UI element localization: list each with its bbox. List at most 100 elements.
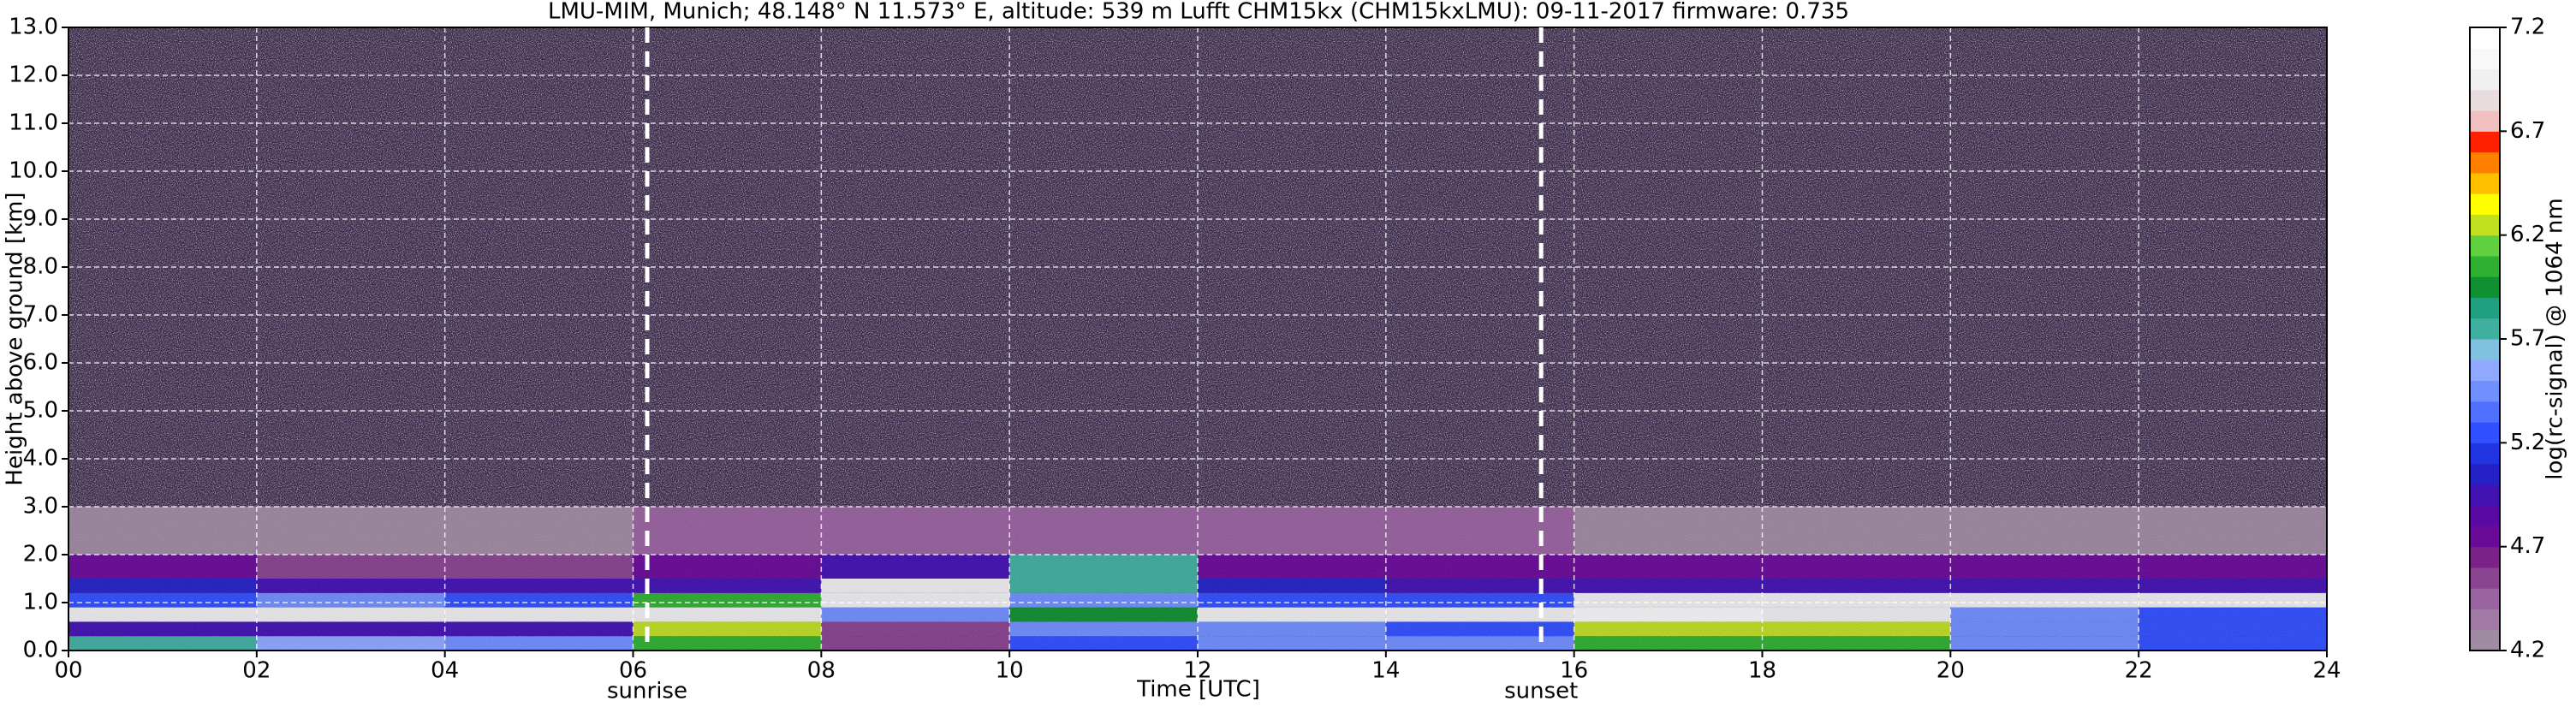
heatmap-cell — [2139, 579, 2327, 593]
y-tick-label: 3.0 — [23, 494, 58, 520]
heatmap-cell — [68, 507, 257, 555]
heatmap-cell — [1762, 555, 1951, 579]
x-tick-label: 12 — [1183, 658, 1211, 684]
colorbar-swatch — [2470, 276, 2500, 298]
y-tick-label: 12.0 — [9, 62, 58, 88]
y-tick-label: 8.0 — [23, 254, 58, 280]
colorbar-swatch — [2470, 255, 2500, 277]
heatmap-cell — [633, 507, 822, 555]
heatmap-cell — [2139, 555, 2327, 579]
heatmap-cell — [1762, 592, 1951, 608]
heatmap-cell — [1385, 555, 1574, 579]
heatmap-cell — [444, 507, 634, 555]
heatmap-cell — [1574, 607, 1763, 622]
heatmap-cell — [2139, 507, 2327, 555]
y-tick-label: 9.0 — [23, 206, 58, 232]
colorbar-swatch — [2470, 27, 2500, 49]
heatmap-cell — [256, 621, 445, 637]
heatmap-cell — [821, 592, 1010, 608]
heatmap-cell — [1198, 555, 1386, 579]
heatmap-cell — [68, 579, 257, 593]
heatmap-cell — [1574, 636, 1763, 651]
heatmap-cell — [1385, 507, 1574, 555]
heatmap-cell — [1762, 579, 1951, 593]
colorbar-swatch — [2470, 380, 2500, 402]
x-tick-label: 14 — [1371, 658, 1400, 684]
colorbar-swatch — [2470, 318, 2500, 340]
colorbar-swatch — [2470, 359, 2500, 382]
heatmap-cell — [1198, 592, 1386, 608]
heatmap-cell — [2139, 636, 2327, 651]
heatmap-cell — [444, 555, 634, 579]
heatmap-cell — [68, 621, 257, 637]
colorbar-tick-label: 6.2 — [2510, 222, 2545, 247]
y-tick-label: 7.0 — [23, 302, 58, 328]
heatmap-cell — [1198, 507, 1386, 555]
heatmap-cell — [68, 636, 257, 651]
heatmap-cell — [256, 636, 445, 651]
heatmap-cell — [1009, 636, 1198, 651]
heatmap-cell — [256, 607, 445, 622]
heatmap-cell — [444, 592, 634, 608]
x-tick-label: 16 — [1560, 658, 1588, 684]
x-tick-label: 06 — [619, 658, 647, 684]
x-axis-label: Time [UTC] — [1136, 677, 1260, 703]
x-tick-label: 22 — [2125, 658, 2153, 684]
colorbar-swatch — [2470, 484, 2500, 506]
heatmap-cell — [821, 507, 1010, 555]
colorbar-swatch — [2470, 443, 2500, 465]
heatmap-cell — [821, 607, 1010, 622]
heatmap-cell — [1574, 621, 1763, 637]
x-tick-label: 02 — [242, 658, 271, 684]
colorbar-swatch — [2470, 629, 2500, 651]
y-tick-label: 0.0 — [23, 638, 58, 663]
heatmap-cell — [1950, 555, 2139, 579]
colorbar-swatch — [2470, 89, 2500, 111]
heatmap-cell — [68, 592, 257, 608]
colorbar-tick-label: 5.7 — [2510, 326, 2545, 352]
heatmap-cell — [1385, 607, 1574, 622]
heatmap-cell — [1009, 507, 1198, 555]
heatmap-cell — [256, 507, 445, 555]
x-tick-label: 18 — [1748, 658, 1776, 684]
event-label: sunrise — [607, 679, 687, 704]
x-tick-label: 04 — [431, 658, 459, 684]
heatmap-cell — [2139, 621, 2327, 637]
plot-frame — [68, 27, 2328, 651]
colorbar-swatch — [2470, 48, 2500, 70]
y-tick-label: 2.0 — [23, 542, 58, 567]
heatmap-cell — [444, 579, 634, 593]
colorbar-tick-label: 5.2 — [2510, 430, 2545, 455]
heatmap-cell — [1950, 507, 2139, 555]
colorbar-swatch — [2470, 609, 2500, 631]
heatmap-cell — [1385, 621, 1574, 637]
heatmap-cell — [1950, 579, 2139, 593]
y-tick-label: 13.0 — [9, 15, 58, 40]
heatmap-cell — [1950, 607, 2139, 622]
x-tick-label: 00 — [54, 658, 82, 684]
x-tick-label: 24 — [2312, 658, 2341, 684]
event-label: sunset — [1504, 679, 1578, 704]
colorbar-tick-label: 7.2 — [2510, 15, 2545, 40]
y-tick-label: 4.0 — [23, 446, 58, 472]
heatmap-cell — [444, 607, 634, 622]
heatmap-cell — [1198, 607, 1386, 622]
colorbar-tick-label: 6.7 — [2510, 118, 2545, 144]
colorbar-swatch — [2470, 463, 2500, 485]
colorbar-swatch — [2470, 505, 2500, 526]
heatmap-cell — [633, 607, 822, 622]
heatmap-cell — [1950, 621, 2139, 637]
heatmap-cell — [1574, 579, 1763, 593]
heatmap-cell — [1385, 592, 1574, 608]
x-tick-label: 20 — [1936, 658, 1965, 684]
heatmap-cell — [633, 579, 822, 593]
y-tick-label: 10.0 — [9, 158, 58, 184]
colorbar-swatch — [2470, 422, 2500, 443]
heatmap-cell — [821, 555, 1010, 579]
y-tick-label: 1.0 — [23, 590, 58, 615]
heatmap-cell — [68, 607, 257, 622]
colorbar-swatch — [2470, 297, 2500, 319]
heatmap-cell — [1762, 607, 1951, 622]
colorbar-swatch — [2470, 172, 2500, 194]
